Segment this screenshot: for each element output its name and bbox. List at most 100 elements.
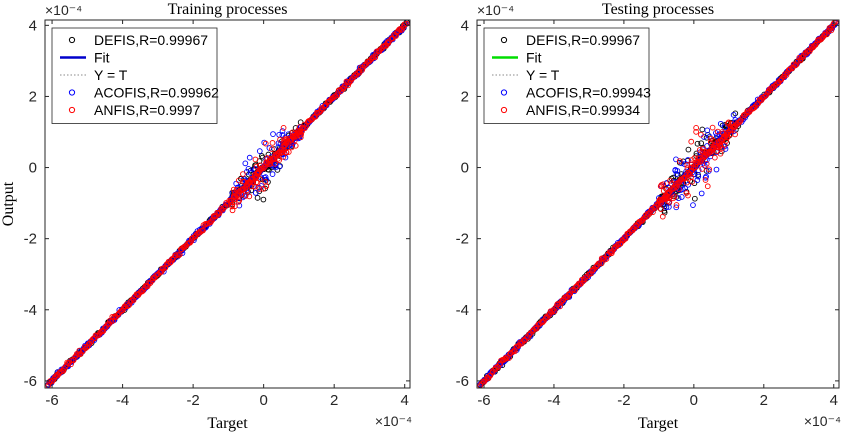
data-point	[703, 148, 709, 155]
legend-item: ACOFIS,R=0.99962	[68, 85, 219, 101]
data-point	[76, 347, 83, 354]
data-point	[303, 122, 310, 129]
data-point	[657, 200, 664, 206]
chart-panel-2: -6 -4 -2 0 2 4 -6 -4 -2 0 2 4 ×10⁻⁴ ×10⁻⁴ Testing proc…	[456, 1, 841, 432]
data-point	[263, 183, 270, 190]
legend-label: Fit	[526, 50, 542, 66]
data-point	[694, 140, 701, 147]
data-point	[232, 203, 238, 210]
data-point	[724, 131, 731, 138]
data-point	[68, 361, 74, 368]
data-point	[683, 190, 690, 196]
data-point	[676, 158, 683, 164]
data-point	[690, 202, 696, 208]
data-point	[580, 278, 587, 284]
data-point	[698, 131, 704, 138]
data-point	[714, 128, 721, 135]
data-point	[728, 120, 735, 127]
data-point	[269, 140, 276, 146]
y-tick-label: 0	[29, 160, 37, 177]
data-point	[792, 62, 799, 69]
data-point	[670, 185, 677, 192]
data-point	[657, 183, 664, 190]
data-point	[699, 166, 705, 172]
data-point	[273, 152, 280, 159]
legend-item: Y = T	[60, 67, 128, 83]
data-point	[125, 303, 131, 309]
data-point	[158, 268, 165, 275]
data-point	[99, 328, 106, 335]
legend-marker	[500, 89, 508, 96]
data-point	[614, 241, 621, 248]
legend-item: Y = T	[492, 67, 560, 83]
data-point	[503, 355, 510, 362]
data-point	[704, 143, 710, 149]
data-point	[824, 31, 830, 38]
y-tick-label: -6	[24, 373, 37, 390]
legend-item: DEFIS,R=0.99967	[500, 32, 640, 48]
data-point	[811, 43, 817, 50]
data-point	[240, 171, 246, 177]
x-exponent-label: ×10⁻⁴	[375, 413, 412, 429]
data-point	[269, 146, 275, 153]
data-point	[796, 54, 803, 61]
data-point	[828, 27, 835, 34]
data-point	[540, 319, 546, 325]
data-point	[673, 202, 680, 208]
data-point	[695, 173, 702, 180]
data-point	[704, 127, 711, 134]
data-point	[723, 138, 729, 144]
data-point	[174, 251, 181, 258]
data-point	[692, 164, 699, 171]
data-point	[393, 33, 399, 39]
data-point	[678, 194, 685, 200]
data-point	[489, 368, 496, 374]
data-point	[244, 187, 251, 194]
data-point	[255, 169, 261, 176]
data-point	[220, 205, 227, 211]
data-point	[345, 82, 351, 89]
y-tick-label: 0	[461, 160, 469, 177]
data-point	[671, 193, 678, 200]
data-point	[61, 365, 67, 372]
data-point	[256, 188, 263, 195]
chart-title: Training processes	[168, 1, 288, 18]
data-point	[698, 140, 705, 147]
x-tick-label: -6	[477, 392, 490, 409]
data-point	[678, 176, 684, 183]
y-tick-label: -2	[24, 231, 37, 248]
data-point	[280, 125, 287, 131]
data-point	[724, 134, 731, 141]
data-point	[688, 138, 695, 145]
y-tick-label: -2	[456, 231, 469, 248]
y-tick-label: -4	[24, 302, 37, 319]
data-point	[110, 317, 116, 324]
data-point	[603, 256, 610, 262]
data-point	[708, 135, 714, 142]
data-point	[279, 128, 286, 134]
data-point	[797, 57, 804, 64]
data-point	[299, 128, 305, 135]
data-point	[693, 124, 699, 131]
data-point	[256, 186, 263, 192]
data-point	[496, 361, 503, 368]
data-point	[685, 146, 692, 153]
data-point	[706, 166, 713, 173]
data-point	[673, 171, 680, 177]
data-point	[236, 192, 243, 199]
data-point	[233, 186, 240, 193]
x-tick-label: -2	[617, 392, 630, 409]
data-point	[693, 129, 699, 135]
y-tick-label: 2	[29, 88, 37, 105]
x-tick-label: -4	[547, 392, 560, 409]
legend-item: DEFIS,R=0.99967	[68, 32, 208, 48]
data-point	[615, 241, 622, 247]
legend-label: ACOFIS,R=0.99962	[94, 85, 219, 101]
y-exponent-label: ×10⁻⁴	[45, 2, 82, 18]
data-point	[372, 52, 379, 58]
x-exponent-label: ×10⁻⁴	[804, 413, 841, 429]
y-exponent-label: ×10⁻⁴	[477, 2, 514, 18]
chart-panel-1: -6 -4 -2 0 2 4 -6 -4 -2 0 2 4 ×10⁻⁴ ×10⁻⁴ Training pro…	[0, 1, 412, 432]
